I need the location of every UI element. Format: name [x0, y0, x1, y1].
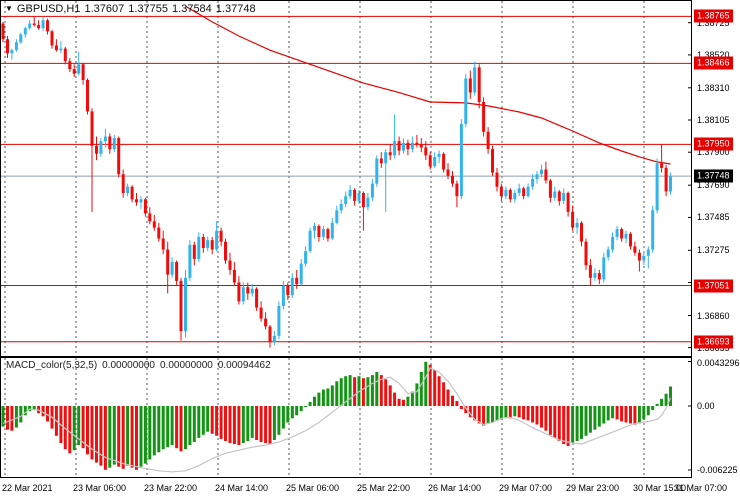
- macd-histogram: [1, 361, 672, 470]
- ma-line: [185, 5, 671, 165]
- current-price-badge: 1.37748: [694, 169, 733, 183]
- price-tick-label: 1.38520: [697, 49, 730, 60]
- level-lines: [0, 15, 692, 343]
- macd-tick-label: -0.006225: [697, 465, 738, 475]
- macd-name: MACD_color(5,32,5): [6, 360, 98, 371]
- time-label: 30 Mar 15:00: [633, 483, 687, 493]
- grid-lines: [4, 1, 645, 356]
- time-label: 31 Mar 07:00: [674, 483, 728, 493]
- collapse-triangle-icon[interactable]: ▼: [5, 4, 13, 13]
- level-price-badge: 1.38466: [694, 56, 733, 70]
- macd-tick-label: 0.0043296: [697, 358, 740, 368]
- ohlc-open: 1.37607: [84, 3, 125, 15]
- macd-value-3: 0.00094462: [217, 360, 271, 371]
- price-tick-label: 1.37485: [697, 212, 730, 223]
- time-label: 29 Mar 23:00: [566, 483, 620, 493]
- time-label: 23 Mar 22:00: [144, 483, 198, 493]
- price-tick-label: 1.38310: [697, 82, 730, 93]
- time-label: 26 Mar 14:00: [428, 483, 482, 493]
- ohlc-low: 1.37584: [172, 3, 212, 15]
- price-chart-pane[interactable]: [0, 0, 692, 357]
- chart-title: ▼ GBPUSD,H1 1.37607 1.37755 1.37584 1.37748: [5, 3, 260, 15]
- ohlc-high: 1.37755: [128, 3, 169, 15]
- price-tick-label: 1.38105: [697, 115, 730, 125]
- price-tick-label: 1.36860: [697, 310, 730, 321]
- ohlc-close: 1.37748: [215, 3, 256, 15]
- time-label: 29 Mar 07:00: [499, 483, 553, 493]
- level-price-badge: 1.38765: [694, 9, 733, 23]
- price-axis[interactable]: 1.387251.385201.383101.381051.379001.376…: [692, 0, 740, 500]
- price-tick-label: 1.37275: [697, 245, 730, 256]
- candles-group: [1, 16, 672, 348]
- time-label: 25 Mar 22:00: [357, 483, 411, 493]
- time-label: 24 Mar 14:00: [215, 483, 269, 493]
- price-pane-border: [0, 0, 692, 357]
- price-tick-label: 1.37690: [697, 180, 730, 191]
- price-tick-label: 1.37900: [697, 147, 730, 158]
- macd-value-2: 0.00000000: [160, 360, 213, 371]
- level-price-badge: 1.37051: [694, 279, 733, 292]
- level-price-badge: 1.37950: [694, 137, 733, 151]
- macd-signal-line: [2, 367, 672, 473]
- macd-tick-label: 0.00: [697, 401, 715, 411]
- time-label: 23 Mar 06:00: [73, 483, 127, 493]
- macd-pane-border: [0, 357, 692, 478]
- time-label: 25 Mar 06:00: [286, 483, 340, 493]
- macd-pane[interactable]: [0, 357, 692, 478]
- time-label: 22 Mar 2021: [2, 483, 53, 493]
- symbol-period-label: GBPUSD,H1: [16, 3, 81, 15]
- macd-indicator-label: MACD_color(5,32,5) 0.00000000 0.00000000 0.…: [6, 360, 276, 371]
- level-price-badge: 1.36693: [694, 335, 733, 349]
- macd-value-1: 0.00000000: [102, 360, 155, 371]
